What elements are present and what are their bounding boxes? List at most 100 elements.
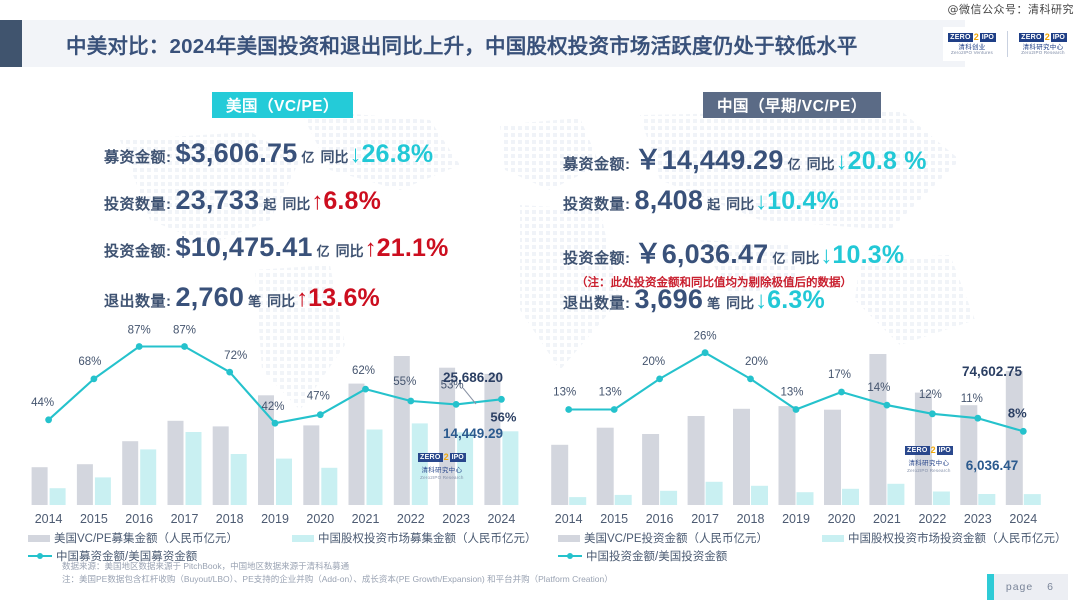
arrow-up-icon: ↑: [296, 285, 309, 312]
stat-label: 募资金额:: [563, 156, 631, 173]
stat-percent: 13.6%: [308, 284, 380, 312]
svg-text:62%: 62%: [352, 365, 375, 377]
svg-text:14,449.29: 14,449.29: [443, 426, 503, 441]
logo-ipo-text: IPO: [449, 452, 466, 462]
logo-zero-text: ZERO: [1019, 32, 1044, 42]
svg-text:2023: 2023: [442, 512, 470, 526]
logo-english-name: Zero2IPO Research: [907, 468, 951, 473]
logo-two-text: 2: [443, 452, 449, 462]
page-tag-accent: [986, 574, 994, 600]
svg-text:2016: 2016: [646, 512, 674, 526]
stat-label: 退出数量:: [104, 293, 172, 310]
legend-swatch-cyan-icon: [822, 534, 845, 542]
legend-label: 中国投资金额/美国投资金额: [586, 551, 728, 563]
svg-text:11%: 11%: [961, 393, 983, 405]
legend-swatch-grey-icon: [558, 534, 580, 542]
stat-row-cn-fundraising: 募资金额: ￥14,449.29 亿 同比 ↓ 20.8 %: [563, 138, 927, 177]
legend-item-ratio-fundraising: 中国募资金额/美国募资金额: [28, 548, 537, 564]
svg-text:53%: 53%: [441, 379, 464, 391]
svg-text:2014: 2014: [555, 512, 583, 526]
arrow-up-icon: ↑: [364, 235, 377, 262]
logo-two-text: 2: [930, 445, 936, 455]
legend-line-marker-icon: [28, 552, 52, 560]
svg-text:2014: 2014: [35, 512, 63, 526]
legend-swatch-cyan-icon: [292, 534, 315, 542]
page-tag-label: page: [1005, 581, 1034, 593]
stat-yoy-label: 同比: [282, 196, 311, 212]
svg-text:2018: 2018: [737, 512, 765, 526]
svg-text:2022: 2022: [397, 512, 425, 526]
logo-zero-text: ZERO: [418, 452, 443, 462]
svg-text:2023: 2023: [964, 512, 992, 526]
stat-value: $3,606.75: [175, 138, 298, 168]
svg-text:74,602.75: 74,602.75: [962, 364, 1023, 379]
stat-unit: 笔: [248, 294, 262, 309]
stat-value: 8,408: [634, 185, 704, 215]
legend-top-row: 美国VC/PE募集金额（人民币亿元） 中国股权投资市场募集金额（人民币亿元）: [28, 530, 537, 548]
logo-english-name: Zero2IPO Research: [420, 475, 464, 480]
brand-logos: ZERO 2 IPO 清科创业 Zero2IPO Ventures ZERO 2…: [943, 27, 1072, 61]
stat-row-us-deal-count: 投资数量: 23,733 起 同比 ↑ 6.8%: [104, 185, 381, 216]
logo-chinese-name: 清科研究中心: [908, 459, 950, 467]
svg-text:14%: 14%: [867, 382, 890, 394]
legend-swatch-grey-icon: [28, 534, 50, 542]
chart-investment-comparison: 13% 13% 20% 26% 20% 13% 17% 14% 12% 11% 8% 2014 2015…: [540, 318, 1062, 533]
stat-label: 退出数量:: [563, 295, 631, 312]
legend-item-ratio-investment: 中国投资金额/美国投资金额: [558, 548, 1067, 564]
stat-value: $10,475.41: [175, 232, 313, 262]
legend-item-cn-investment: 中国股权投资市场投资金额（人民币亿元）: [822, 530, 1067, 546]
legend-top-row: 美国VC/PE投资金额（人民币亿元） 中国股权投资市场投资金额（人民币亿元）: [558, 530, 1067, 548]
legend-label: 美国VC/PE投资金额（人民币亿元）: [584, 533, 769, 545]
stat-yoy-label: 同比: [267, 293, 296, 309]
arrow-down-icon: ↓: [755, 188, 768, 215]
svg-text:56%: 56%: [490, 409, 516, 424]
stat-yoy-label: 同比: [791, 250, 820, 266]
stat-value: 23,733: [175, 185, 260, 215]
stat-percent: 10.3%: [832, 241, 905, 269]
svg-text:20%: 20%: [745, 356, 768, 368]
svg-text:47%: 47%: [307, 391, 330, 403]
page-tag: page 6: [986, 574, 1068, 600]
svg-text:2019: 2019: [261, 512, 289, 526]
stat-row-us-fundraising: 募资金额: $3,606.75 亿 同比 ↓ 26.8%: [104, 138, 433, 169]
logo-two-text: 2: [1044, 31, 1050, 42]
svg-text:13%: 13%: [553, 387, 576, 399]
page-tag-text: page 6: [994, 581, 1068, 593]
svg-text:87%: 87%: [128, 325, 151, 337]
arrow-down-icon: ↓: [835, 148, 848, 175]
logo-chinese-name: 清科创业: [958, 42, 986, 51]
stat-unit: 笔: [707, 296, 721, 311]
logo-two-text: 2: [973, 31, 979, 42]
stat-row-us-exits: 退出数量: 2,760 笔 同比 ↑ 13.6%: [104, 282, 380, 313]
logo-zero-text: ZERO: [905, 445, 930, 455]
svg-text:8%: 8%: [1008, 405, 1027, 420]
logo-ipo-text: IPO: [936, 445, 953, 455]
chart-watermark-logo-us: ZERO 2 IPO 清科研究中心 Zero2IPO Research: [418, 452, 466, 480]
stat-value: ￥14,449.29: [634, 145, 784, 175]
stat-yoy-label: 同比: [726, 196, 755, 212]
stat-yoy-label: 同比: [726, 295, 755, 311]
stat-row-cn-deal-count: 投资数量: 8,408 起 同比 ↓ 10.4%: [563, 185, 839, 216]
stat-percent: 20.8 %: [847, 147, 927, 175]
stat-yoy-label: 同比: [335, 243, 364, 259]
panel-badge-us: 美国（VC/PE）: [212, 92, 354, 118]
stat-percent: 21.1%: [376, 234, 449, 262]
arrow-down-icon: ↓: [820, 242, 833, 269]
zero2ipo-research-logo: ZERO 2 IPO 清科研究中心 Zero2IPO Research: [1014, 27, 1072, 61]
panel-note-cn: （注：此处投资金额和同比值均为剔除极值后的数据）: [576, 277, 852, 289]
stat-unit: 起: [263, 197, 277, 212]
legend-item-us-fundraising: 美国VC/PE募集金额（人民币亿元）: [28, 530, 238, 546]
legend-label: 中国股权投资市场募集金额（人民币亿元）: [318, 533, 537, 545]
stat-row-cn-investment: 投资金额: ￥6,036.47 亿 同比 ↓ 10.3%: [563, 232, 904, 271]
stat-unit: 起: [707, 197, 721, 212]
source-note-1: 数据来源：美国地区数据来源于 PitchBook，中国地区数据来源于清科私募通: [62, 561, 350, 571]
legend-fundraising: 美国VC/PE募集金额（人民币亿元） 中国股权投资市场募集金额（人民币亿元） 中…: [28, 530, 537, 566]
legend-item-cn-fundraising: 中国股权投资市场募集金额（人民币亿元）: [292, 530, 537, 546]
arrow-down-icon: ↓: [349, 141, 362, 168]
legend-label: 美国VC/PE募集金额（人民币亿元）: [54, 533, 239, 545]
chart-fundraising-comparison: 44% 68% 87% 87% 72% 42% 47% 62% 55% 53% 56% 2014 201…: [18, 318, 538, 533]
svg-text:2016: 2016: [125, 512, 153, 526]
stat-label: 投资金额:: [563, 250, 631, 267]
logo-english-name: Zero2IPO Research: [1021, 50, 1065, 55]
